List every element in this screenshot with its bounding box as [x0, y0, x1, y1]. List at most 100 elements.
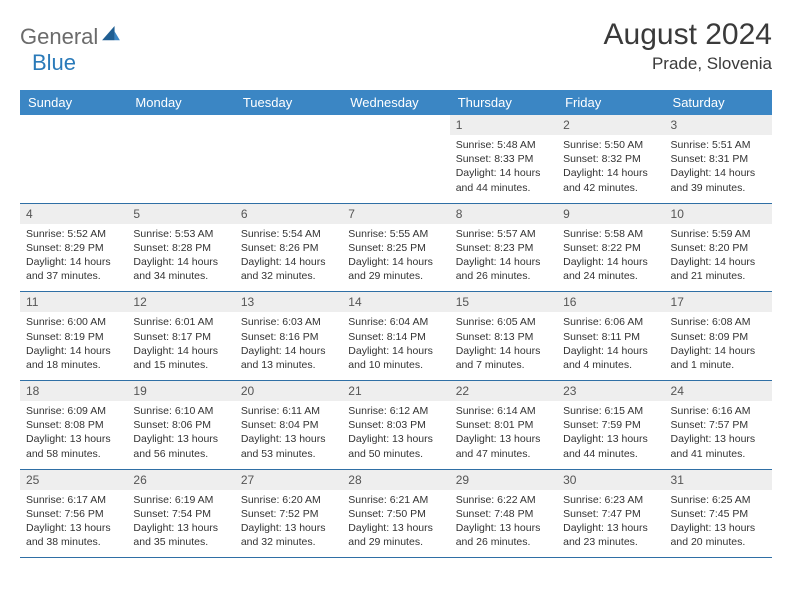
daylight-text: Daylight: 13 hours and 29 minutes.	[348, 521, 443, 549]
daylight-text: Daylight: 14 hours and 13 minutes.	[241, 344, 336, 372]
sunrise-text: Sunrise: 6:01 AM	[133, 315, 228, 329]
day-number: 26	[127, 470, 234, 490]
sunset-text: Sunset: 8:01 PM	[456, 418, 551, 432]
calendar-week-row: 25Sunrise: 6:17 AMSunset: 7:56 PMDayligh…	[20, 469, 772, 558]
daylight-text: Daylight: 13 hours and 23 minutes.	[563, 521, 658, 549]
sunset-text: Sunset: 7:56 PM	[26, 507, 121, 521]
calendar-day-cell	[127, 115, 234, 203]
sunset-text: Sunset: 8:16 PM	[241, 330, 336, 344]
day-number: 18	[20, 381, 127, 401]
sunset-text: Sunset: 8:31 PM	[671, 152, 766, 166]
daylight-text: Daylight: 13 hours and 35 minutes.	[133, 521, 228, 549]
day-number: 12	[127, 292, 234, 312]
calendar-day-cell: 8Sunrise: 5:57 AMSunset: 8:23 PMDaylight…	[450, 203, 557, 292]
calendar-day-cell: 12Sunrise: 6:01 AMSunset: 8:17 PMDayligh…	[127, 292, 234, 381]
sunset-text: Sunset: 8:14 PM	[348, 330, 443, 344]
calendar-day-cell: 24Sunrise: 6:16 AMSunset: 7:57 PMDayligh…	[665, 381, 772, 470]
calendar-week-row: 1Sunrise: 5:48 AMSunset: 8:33 PMDaylight…	[20, 115, 772, 203]
sunset-text: Sunset: 8:04 PM	[241, 418, 336, 432]
daylight-text: Daylight: 14 hours and 15 minutes.	[133, 344, 228, 372]
day-number: 3	[665, 115, 772, 135]
daylight-text: Daylight: 13 hours and 58 minutes.	[26, 432, 121, 460]
title-location: Prade, Slovenia	[604, 54, 772, 74]
day-number: 29	[450, 470, 557, 490]
sunset-text: Sunset: 8:13 PM	[456, 330, 551, 344]
calendar-day-cell: 16Sunrise: 6:06 AMSunset: 8:11 PMDayligh…	[557, 292, 664, 381]
day-of-week-header-row: Sunday Monday Tuesday Wednesday Thursday…	[20, 90, 772, 115]
sunset-text: Sunset: 8:28 PM	[133, 241, 228, 255]
dow-thursday: Thursday	[450, 90, 557, 115]
calendar-day-cell: 7Sunrise: 5:55 AMSunset: 8:25 PMDaylight…	[342, 203, 449, 292]
daylight-text: Daylight: 14 hours and 26 minutes.	[456, 255, 551, 283]
day-content: Sunrise: 5:50 AMSunset: 8:32 PMDaylight:…	[557, 135, 664, 203]
day-content: Sunrise: 5:55 AMSunset: 8:25 PMDaylight:…	[342, 224, 449, 292]
day-number: 27	[235, 470, 342, 490]
logo-text-general: General	[20, 24, 98, 50]
calendar-week-row: 4Sunrise: 5:52 AMSunset: 8:29 PMDaylight…	[20, 203, 772, 292]
calendar-day-cell: 9Sunrise: 5:58 AMSunset: 8:22 PMDaylight…	[557, 203, 664, 292]
day-content: Sunrise: 6:14 AMSunset: 8:01 PMDaylight:…	[450, 401, 557, 469]
dow-tuesday: Tuesday	[235, 90, 342, 115]
sunset-text: Sunset: 8:33 PM	[456, 152, 551, 166]
daylight-text: Daylight: 13 hours and 38 minutes.	[26, 521, 121, 549]
calendar-table: Sunday Monday Tuesday Wednesday Thursday…	[20, 90, 772, 558]
day-content: Sunrise: 5:59 AMSunset: 8:20 PMDaylight:…	[665, 224, 772, 292]
daylight-text: Daylight: 14 hours and 42 minutes.	[563, 166, 658, 194]
sunrise-text: Sunrise: 5:54 AM	[241, 227, 336, 241]
calendar-day-cell: 17Sunrise: 6:08 AMSunset: 8:09 PMDayligh…	[665, 292, 772, 381]
sunrise-text: Sunrise: 6:25 AM	[671, 493, 766, 507]
day-content: Sunrise: 6:11 AMSunset: 8:04 PMDaylight:…	[235, 401, 342, 469]
day-number: 2	[557, 115, 664, 135]
sunrise-text: Sunrise: 5:53 AM	[133, 227, 228, 241]
day-number: 17	[665, 292, 772, 312]
calendar-day-cell: 23Sunrise: 6:15 AMSunset: 7:59 PMDayligh…	[557, 381, 664, 470]
day-number: 5	[127, 204, 234, 224]
sunrise-text: Sunrise: 5:50 AM	[563, 138, 658, 152]
calendar-day-cell: 1Sunrise: 5:48 AMSunset: 8:33 PMDaylight…	[450, 115, 557, 203]
sunset-text: Sunset: 8:32 PM	[563, 152, 658, 166]
calendar-day-cell: 5Sunrise: 5:53 AMSunset: 8:28 PMDaylight…	[127, 203, 234, 292]
sunset-text: Sunset: 8:19 PM	[26, 330, 121, 344]
day-content: Sunrise: 6:21 AMSunset: 7:50 PMDaylight:…	[342, 490, 449, 558]
sunset-text: Sunset: 7:54 PM	[133, 507, 228, 521]
dow-saturday: Saturday	[665, 90, 772, 115]
dow-wednesday: Wednesday	[342, 90, 449, 115]
day-number: 7	[342, 204, 449, 224]
day-content: Sunrise: 6:12 AMSunset: 8:03 PMDaylight:…	[342, 401, 449, 469]
calendar-day-cell: 3Sunrise: 5:51 AMSunset: 8:31 PMDaylight…	[665, 115, 772, 203]
calendar-week-row: 11Sunrise: 6:00 AMSunset: 8:19 PMDayligh…	[20, 292, 772, 381]
day-content: Sunrise: 6:15 AMSunset: 7:59 PMDaylight:…	[557, 401, 664, 469]
day-number: 28	[342, 470, 449, 490]
calendar-day-cell: 25Sunrise: 6:17 AMSunset: 7:56 PMDayligh…	[20, 469, 127, 558]
title-block: August 2024 Prade, Slovenia	[604, 18, 772, 74]
dow-friday: Friday	[557, 90, 664, 115]
sunset-text: Sunset: 7:48 PM	[456, 507, 551, 521]
calendar-day-cell: 20Sunrise: 6:11 AMSunset: 8:04 PMDayligh…	[235, 381, 342, 470]
sunset-text: Sunset: 8:03 PM	[348, 418, 443, 432]
day-number: 9	[557, 204, 664, 224]
sunrise-text: Sunrise: 5:57 AM	[456, 227, 551, 241]
sunrise-text: Sunrise: 6:14 AM	[456, 404, 551, 418]
sunrise-text: Sunrise: 6:12 AM	[348, 404, 443, 418]
sunrise-text: Sunrise: 6:21 AM	[348, 493, 443, 507]
day-content: Sunrise: 6:03 AMSunset: 8:16 PMDaylight:…	[235, 312, 342, 380]
day-content: Sunrise: 6:04 AMSunset: 8:14 PMDaylight:…	[342, 312, 449, 380]
day-number: 22	[450, 381, 557, 401]
daylight-text: Daylight: 14 hours and 4 minutes.	[563, 344, 658, 372]
daylight-text: Daylight: 14 hours and 1 minute.	[671, 344, 766, 372]
day-number: 4	[20, 204, 127, 224]
sunset-text: Sunset: 7:52 PM	[241, 507, 336, 521]
daylight-text: Daylight: 14 hours and 21 minutes.	[671, 255, 766, 283]
daylight-text: Daylight: 14 hours and 32 minutes.	[241, 255, 336, 283]
sunset-text: Sunset: 7:57 PM	[671, 418, 766, 432]
sunrise-text: Sunrise: 5:55 AM	[348, 227, 443, 241]
sunrise-text: Sunrise: 5:48 AM	[456, 138, 551, 152]
calendar-day-cell: 26Sunrise: 6:19 AMSunset: 7:54 PMDayligh…	[127, 469, 234, 558]
calendar-day-cell: 21Sunrise: 6:12 AMSunset: 8:03 PMDayligh…	[342, 381, 449, 470]
calendar-day-cell: 30Sunrise: 6:23 AMSunset: 7:47 PMDayligh…	[557, 469, 664, 558]
day-number: 23	[557, 381, 664, 401]
sunrise-text: Sunrise: 6:11 AM	[241, 404, 336, 418]
calendar-day-cell	[342, 115, 449, 203]
day-content: Sunrise: 6:06 AMSunset: 8:11 PMDaylight:…	[557, 312, 664, 380]
sunrise-text: Sunrise: 6:08 AM	[671, 315, 766, 329]
